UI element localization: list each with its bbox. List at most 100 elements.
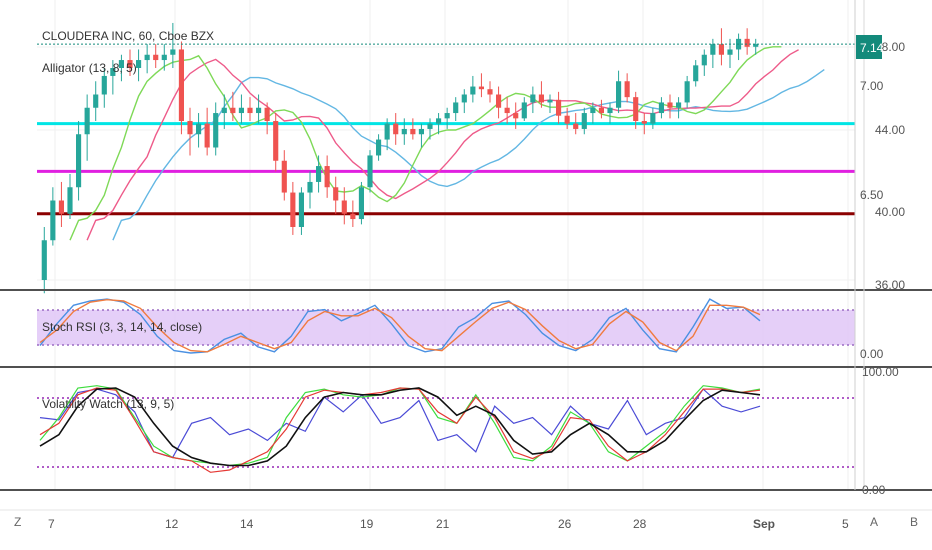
candle-body-61 (564, 115, 570, 124)
candle-body-22 (230, 107, 236, 114)
vw-line-black (39, 387, 761, 467)
candle-body-63 (581, 113, 587, 129)
candle-18 (196, 113, 202, 148)
candle-body-25 (256, 107, 262, 114)
candle-body-24 (247, 107, 253, 114)
price-pane[interactable]: CLOUDERA INC, 60, Cboe BZX Alligator (13… (37, 22, 855, 294)
candle-body-14 (161, 54, 167, 61)
candle-body-9 (118, 60, 124, 68)
time-axis[interactable]: 7 12 14 19 21 26 28 Sep 5 (0, 509, 932, 531)
candle-1 (50, 187, 56, 246)
alligator-lips-line (69, 46, 782, 241)
candle-35 (341, 187, 347, 225)
candle-body-52 (487, 89, 493, 95)
candle-55 (513, 102, 519, 129)
time-label-5: 5 (842, 517, 849, 531)
candle-body-36 (350, 213, 356, 220)
candle-14 (161, 44, 167, 71)
candle-75 (684, 75, 690, 108)
candle-65 (598, 99, 604, 119)
candle-body-54 (504, 107, 510, 114)
stoch-rsi-lines (39, 298, 761, 354)
candle-36 (350, 200, 356, 227)
candle-61 (564, 107, 570, 129)
time-label-28: 28 (633, 517, 647, 531)
time-label-12: 12 (165, 517, 179, 531)
candle-body-50 (470, 86, 476, 95)
vw-scale-0: 0.00 (862, 483, 886, 497)
candle-82 (744, 28, 750, 55)
candle-body-31 (307, 181, 313, 193)
candle-45 (427, 118, 433, 140)
candle-12 (144, 44, 150, 74)
candle-body-55 (513, 113, 519, 119)
time-label-21: 21 (436, 517, 450, 531)
candle-54 (504, 97, 510, 124)
candle-body-74 (676, 102, 682, 108)
candle-body-13 (153, 54, 159, 61)
candle-4 (76, 121, 82, 201)
candle-83 (753, 38, 759, 55)
candle-body-5 (84, 107, 90, 135)
candle-39 (376, 134, 382, 161)
zoom-button[interactable]: Z (0, 511, 36, 549)
candlesticks (41, 22, 759, 294)
candle-49 (461, 89, 467, 114)
candle-78 (710, 38, 716, 68)
candle-body-12 (144, 54, 150, 61)
stoch-band (37, 310, 855, 345)
candle-71 (650, 107, 656, 129)
candle-body-76 (693, 65, 699, 82)
candle-body-64 (590, 107, 596, 114)
candle-56 (521, 97, 527, 121)
volatility-watch-pane[interactable]: Volatility Watch (13, 9, 5) (37, 385, 855, 473)
candle-body-10 (127, 60, 133, 68)
candle-29 (290, 181, 296, 235)
candle-body-60 (556, 99, 562, 116)
price-scale[interactable]: 7.00 6.50 48.00 44.00 40.00 36.00 7.14 0… (854, 0, 905, 497)
candle-body-42 (401, 128, 407, 135)
candle-38 (367, 150, 373, 193)
candle-74 (676, 97, 682, 119)
candle-21 (221, 94, 227, 129)
log-scale-button[interactable]: B (895, 511, 925, 549)
candle-13 (153, 44, 159, 68)
candle-body-15 (170, 49, 176, 55)
candle-67 (616, 70, 622, 114)
candle-0 (41, 227, 47, 294)
stoch-line-K (39, 298, 761, 354)
candle-68 (624, 73, 630, 103)
time-label-19: 19 (360, 517, 374, 531)
stoch-rsi-pane[interactable]: Stoch RSI (3, 3, 14, 14, close) (37, 298, 855, 354)
candle-body-3 (67, 187, 73, 214)
candle-body-58 (538, 94, 544, 103)
candle-7 (101, 68, 107, 108)
candle-body-57 (530, 94, 536, 103)
zoom-button-label: Z (14, 515, 21, 529)
candle-17 (187, 107, 193, 156)
alligator-label: Alligator (13, 8, 5) (42, 61, 137, 75)
candle-59 (547, 94, 553, 114)
candle-11 (136, 49, 142, 82)
candle-body-45 (427, 123, 433, 129)
candle-10 (127, 49, 133, 76)
candle-body-49 (461, 94, 467, 103)
candle-body-35 (341, 200, 347, 214)
scale-label-36: 36.00 (875, 278, 905, 292)
candle-body-33 (324, 166, 330, 188)
last-price-tag: 7.14 (856, 35, 884, 59)
candle-3 (67, 174, 73, 220)
candle-79 (718, 28, 724, 66)
candle-body-21 (221, 107, 227, 114)
candle-body-1 (50, 200, 56, 241)
stoch-line-D (39, 298, 761, 353)
candle-body-18 (196, 123, 202, 135)
auto-scale-button[interactable]: A (860, 511, 890, 549)
candle-48 (453, 97, 459, 121)
scale-label-40: 40.00 (875, 205, 905, 219)
candle-25 (256, 94, 262, 124)
candle-5 (84, 94, 90, 161)
candle-81 (736, 33, 742, 61)
candle-body-80 (727, 49, 733, 55)
